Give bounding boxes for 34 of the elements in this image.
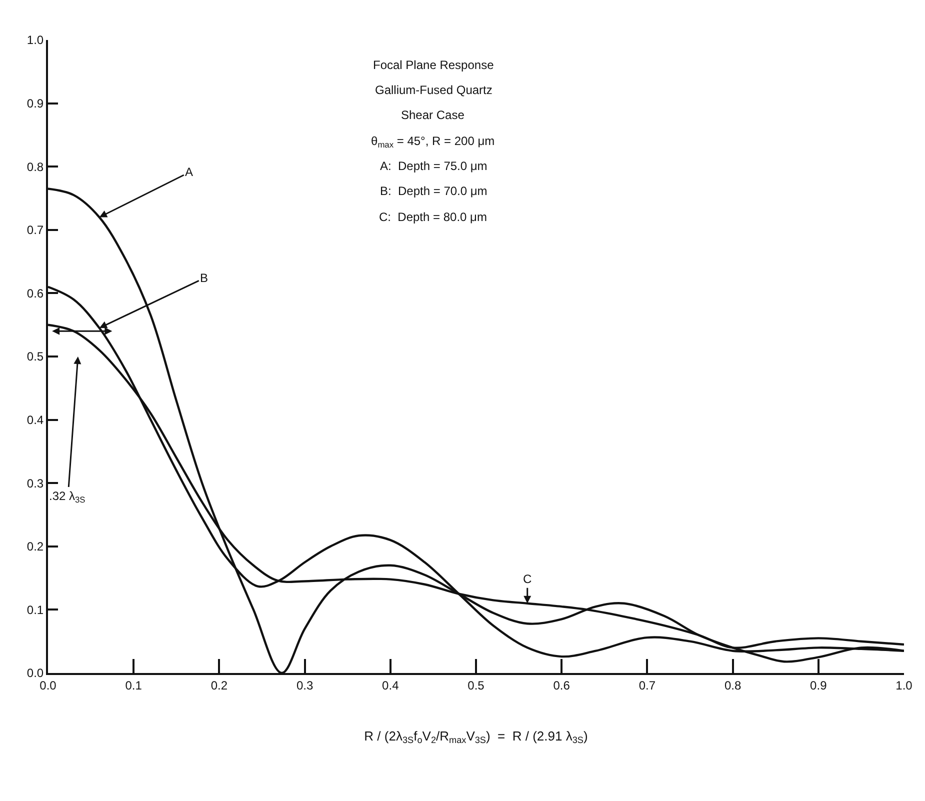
x-tick-label: 0.3 — [296, 678, 314, 692]
annotation: Shear Case — [401, 108, 465, 122]
x-tick-label: 0.1 — [125, 678, 142, 692]
y-tick-label: 0.7 — [26, 223, 44, 238]
text: Focal Plane Response — [373, 58, 494, 72]
y-tick-label: 0.1 — [26, 602, 44, 617]
x-tick-label: 0.4 — [382, 678, 400, 692]
x-tick-label: 1.0 — [896, 678, 913, 692]
text: A — [185, 165, 194, 179]
y-tick-label: 0.4 — [26, 413, 44, 427]
text: R / (2λ$_{3S}$f$_{o}$V$_{2}$/R$_{max}$V$_{3S}$) = R / (2.91 λ$_{3S}$) — [364, 728, 588, 746]
x-tick-label: 0.9 — [810, 678, 828, 692]
y-tick-label: 0.8 — [26, 160, 44, 174]
y-tick-label: 0.0 — [26, 666, 44, 680]
x-tick-label: 0.5 — [468, 678, 485, 692]
annotation: .32 λ$_{3S}$ — [49, 489, 86, 505]
annotation: C: Depth = 80.0 μm — [379, 210, 487, 224]
text: B — [200, 271, 208, 285]
y-tick-label: 0.2 — [26, 540, 44, 554]
series-label: C — [523, 572, 532, 586]
x-tick-label: 0.2 — [210, 678, 228, 692]
y-tick-label: 0.6 — [26, 286, 44, 300]
y-tick-label: 1.0 — [26, 33, 44, 48]
x-tick-label: 0.6 — [553, 678, 570, 692]
annotation: θ$_{max}$ = 45°, R = 200 μm — [371, 134, 495, 150]
annotation: B: Depth = 70.0 μm — [380, 184, 488, 198]
x-tick-label: 0.7 — [638, 678, 656, 692]
y-tick-label: 0.5 — [26, 350, 44, 364]
y-tick-label: 0.3 — [26, 476, 44, 490]
annotation: A: Depth = 75.0 μm — [380, 159, 488, 173]
x-tick-label: 0.8 — [724, 678, 742, 692]
y-tick-label: 0.9 — [26, 96, 44, 110]
x-tick-label: 0.0 — [40, 678, 57, 692]
text: Gallium-Fused Quartz — [375, 83, 492, 97]
